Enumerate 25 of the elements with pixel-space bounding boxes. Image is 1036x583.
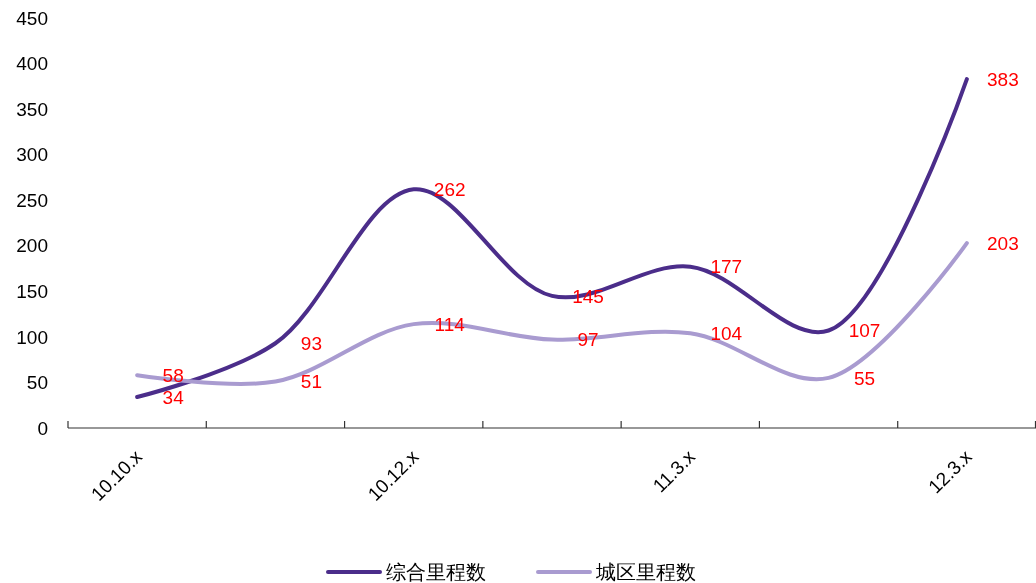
legend-label: 城区里程数 [595, 560, 696, 583]
data-label: 93 [300, 332, 322, 354]
data-label: 104 [710, 322, 743, 344]
data-label: 383 [987, 68, 1019, 90]
data-label: 51 [300, 371, 322, 393]
data-label: 114 [434, 313, 466, 335]
data-label: 34 [162, 386, 185, 408]
y-tick-label: 400 [16, 53, 48, 75]
y-tick-label: 350 [16, 98, 48, 120]
y-tick-label: 300 [16, 144, 48, 166]
data-label: 177 [710, 256, 743, 278]
y-tick-label: 50 [26, 372, 48, 394]
y-tick-label: 450 [16, 7, 48, 29]
legend-label: 综合里程数 [386, 560, 486, 583]
y-tick-label: 100 [16, 326, 48, 348]
y-tick-label: 250 [16, 189, 48, 211]
y-tick-label: 200 [16, 235, 48, 257]
data-label: 97 [577, 329, 599, 351]
y-tick-label: 0 [37, 417, 48, 439]
y-tick-label: 150 [16, 280, 48, 302]
data-label: 55 [854, 367, 876, 389]
data-label: 262 [433, 178, 466, 200]
data-label: 107 [848, 320, 881, 342]
data-label: 58 [162, 364, 184, 386]
data-label: 203 [987, 232, 1019, 254]
